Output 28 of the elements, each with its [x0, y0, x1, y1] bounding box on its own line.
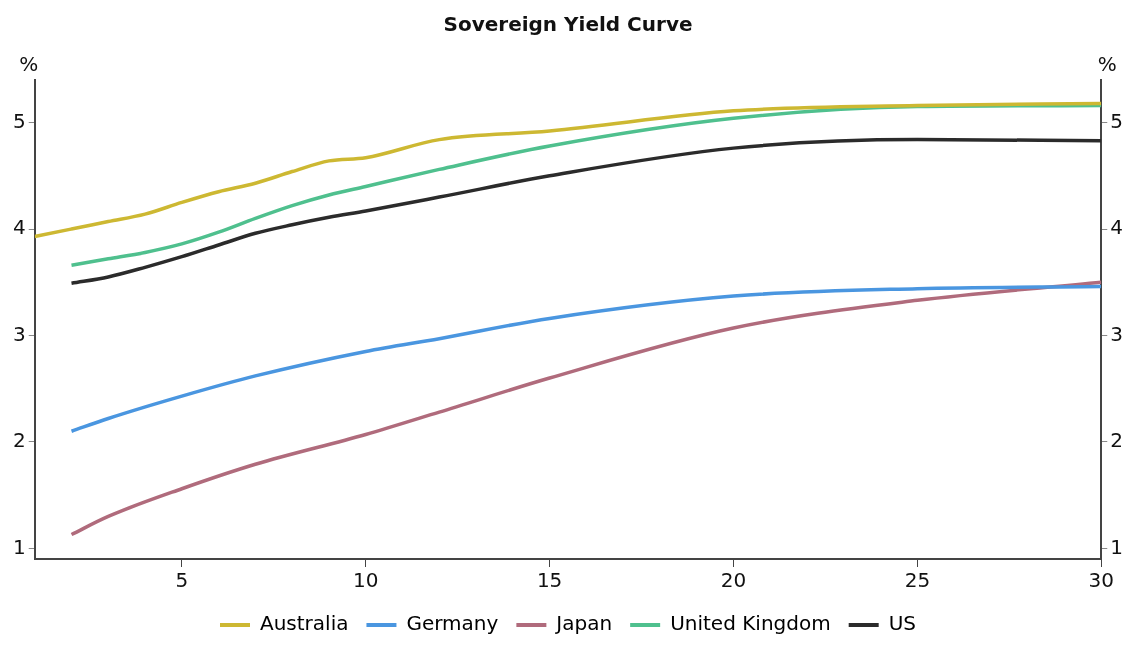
line-series [69, 284, 1102, 434]
y-tick-label: 3 [12, 321, 26, 346]
line-series [34, 101, 1102, 239]
x-tick-label: 10 [353, 568, 379, 593]
line-series [69, 137, 1102, 286]
legend-label: Australia [259, 611, 349, 636]
line-series [69, 280, 1102, 537]
y-tick-label: 5 [12, 108, 26, 133]
y-tick-label: 1 [12, 534, 26, 559]
y2-tick-label: 1 [1110, 534, 1124, 559]
y-axis-title: % [19, 52, 39, 77]
x-tick-label: 20 [720, 568, 747, 593]
y2-tick-label: 3 [1110, 321, 1124, 346]
legend-label: US [888, 611, 917, 636]
y-tick-label: 2 [12, 428, 26, 453]
legend-label: United Kingdom [670, 611, 831, 636]
chart-title: Sovereign Yield Curve [443, 12, 693, 37]
y2-tick-label: 4 [1110, 215, 1124, 240]
x-tick-label: 15 [536, 568, 563, 593]
x-tick-label: 25 [904, 568, 931, 593]
x-tick-label: 5 [175, 568, 189, 593]
y2-tick-label: 2 [1110, 428, 1124, 453]
legend-label: Germany [406, 611, 499, 636]
y2-tick-label: 5 [1110, 108, 1124, 133]
y2-axis-title: % [1097, 52, 1117, 77]
x-tick-label: 30 [1088, 568, 1114, 593]
legend-label: Japan [554, 611, 613, 636]
y-tick-label: 4 [12, 215, 26, 240]
